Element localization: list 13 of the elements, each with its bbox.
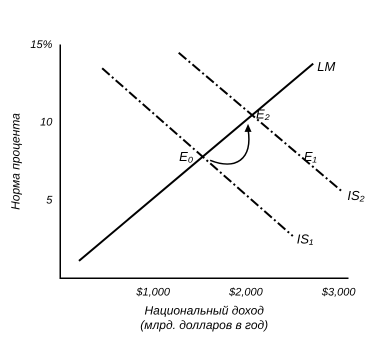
annotation: E₂: [256, 106, 270, 122]
series-label: IS₁: [296, 232, 314, 247]
x-tick-label: $2,000: [228, 286, 264, 299]
annotation: E₀: [179, 148, 194, 164]
y-tick-label: 5: [46, 194, 54, 206]
x-tick-label: $3,000: [320, 286, 356, 299]
series-label: IS₂: [347, 188, 365, 204]
y-tick-label: 10: [40, 116, 54, 129]
x-tick-label: $1,000: [135, 286, 171, 299]
y-axis-title: Норма процента: [8, 112, 23, 210]
y-tick-label: 15%: [30, 39, 53, 52]
x-axis-title: Национальный доход (млрд. долларов в год): [140, 304, 268, 332]
series-label: LM: [317, 59, 336, 74]
